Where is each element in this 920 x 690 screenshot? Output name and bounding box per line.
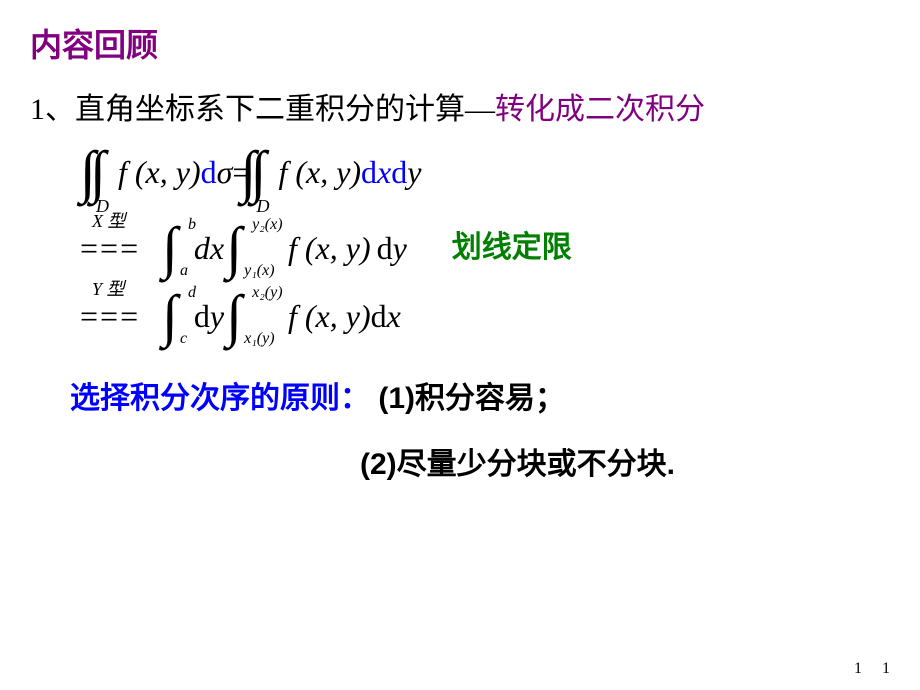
equation-block: ∫∫ D f (x, y) d σ = ∫∫ D f (x, y) d x d … xyxy=(80,143,890,345)
dx-x-2: x xyxy=(210,232,224,264)
y-type-text: Y 型 xyxy=(92,280,125,298)
iint-symbol: ∫∫ xyxy=(90,139,112,204)
sidenote: 划线定限 xyxy=(452,233,572,263)
dx-d: d xyxy=(361,156,377,188)
dx-d-2: d xyxy=(194,232,210,264)
x-type-label: X 型 === xyxy=(80,232,160,265)
page-number: 1 1 xyxy=(838,660,890,678)
int1-lower: a xyxy=(180,263,188,279)
page-title: 内容回顾 xyxy=(30,20,890,66)
principle-label: 选择积分次序的原则： xyxy=(70,373,370,417)
int-c-d: ∫ d c xyxy=(162,287,178,345)
dy-y: y xyxy=(407,156,421,188)
int-a-b: ∫ b a xyxy=(162,219,178,277)
int-symbol-1: ∫ xyxy=(162,215,178,280)
region-D-2: D xyxy=(256,197,269,215)
page-b: 1 xyxy=(882,660,890,677)
intro-line: 1、直角坐标系下二重积分的计算—转化成二次积分 xyxy=(30,84,890,128)
principle-1: (1)积分容易； xyxy=(378,382,565,415)
dx-d-3: d xyxy=(371,300,387,332)
int-symbol-2: ∫ xyxy=(226,215,242,280)
intro-suffix: 转化成二次积分 xyxy=(495,93,705,126)
int2-upper: y₂(x) xyxy=(252,217,282,233)
int-symbol-3: ∫ xyxy=(162,283,178,348)
dashes-2: === xyxy=(80,298,140,334)
principle-2: (2)尽量少分块或不分块. xyxy=(360,448,675,481)
dx-x-3: x xyxy=(387,300,401,332)
dy-d: d xyxy=(391,156,407,188)
equals: = xyxy=(232,156,250,188)
x-type-text: X 型 xyxy=(92,212,126,230)
int2-lower: y₁(x) xyxy=(244,263,274,279)
int-x1-x2: ∫ x₂(y) x₁(y) xyxy=(226,287,242,345)
intro-prefix: 1、直角坐标系下二重积分的计算— xyxy=(30,93,495,126)
title-text: 内容回顾 xyxy=(30,27,158,63)
principle-line-1: 选择积分次序的原则： (1)积分容易； xyxy=(70,373,890,417)
y-type-label: Y 型 === xyxy=(80,300,160,333)
double-integral-lhs: ∫∫ D xyxy=(90,143,112,201)
principle-line-2: (2)尽量少分块或不分块. xyxy=(360,439,890,483)
sigma: σ xyxy=(217,156,233,188)
double-integral-rhs: ∫∫ D xyxy=(250,143,272,201)
dashes-1: === xyxy=(80,230,140,266)
int1-upper: b xyxy=(188,217,196,233)
eq-row-1: ∫∫ D f (x, y) d σ = ∫∫ D f (x, y) d x d … xyxy=(90,143,890,201)
int4-upper: x₂(y) xyxy=(252,285,282,301)
int-symbol-4: ∫ xyxy=(226,283,242,348)
int3-upper: d xyxy=(188,285,196,301)
dy-d-2: d xyxy=(377,232,393,264)
dy-y-3: y xyxy=(210,300,224,332)
f-xy-4: f (x, y) xyxy=(288,300,371,332)
iint-symbol-2: ∫∫ xyxy=(250,139,272,204)
int3-lower: c xyxy=(180,331,187,347)
page-a: 1 xyxy=(854,660,862,677)
dx-x: x xyxy=(377,156,391,188)
f-xy-3: f (x, y) xyxy=(288,232,371,264)
int4-lower: x₁(y) xyxy=(244,331,274,347)
dy-y-2: y xyxy=(393,232,407,264)
dy-d-3: d xyxy=(194,300,210,332)
d-sigma-d: d xyxy=(201,156,217,188)
eq-row-2: X 型 === ∫ b a d x ∫ y₂(x) y₁(x) f (x, y)… xyxy=(80,219,890,277)
eq-row-3: Y 型 === ∫ d c d y ∫ x₂(y) x₁(y) f (x, y)… xyxy=(80,287,890,345)
int-y1-y2: ∫ y₂(x) y₁(x) xyxy=(226,219,242,277)
f-xy-2: f (x, y) xyxy=(278,156,361,188)
f-xy-1: f (x, y) xyxy=(118,156,201,188)
